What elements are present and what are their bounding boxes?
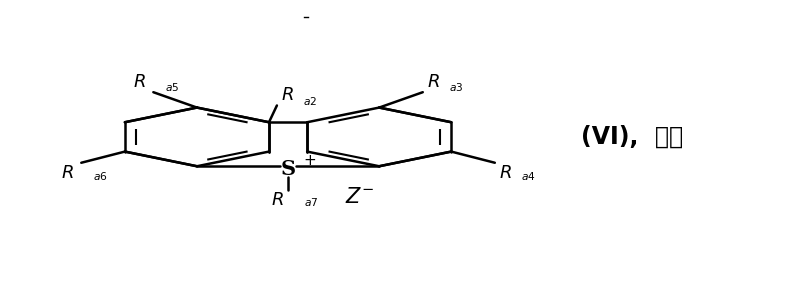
Text: $_{a3}$: $_{a3}$ [449,79,464,93]
Text: $Z^{-}$: $Z^{-}$ [345,187,374,207]
Text: $_{a6}$: $_{a6}$ [93,168,108,183]
Text: $R$: $R$ [132,73,145,91]
Text: $R$: $R$ [271,192,284,209]
Text: $R$: $R$ [427,73,440,91]
Text: $R$: $R$ [281,86,294,104]
Text: $R$: $R$ [61,164,73,182]
Text: S: S [280,159,295,179]
Text: $R$: $R$ [499,164,512,182]
Text: $_{a7}$: $_{a7}$ [304,194,318,209]
Text: (VI),  其中: (VI), 其中 [581,125,683,149]
Text: $_{a2}$: $_{a2}$ [303,93,318,108]
Text: $_{a5}$: $_{a5}$ [165,79,180,93]
Text: $_{a4}$: $_{a4}$ [521,168,535,183]
Text: +: + [303,153,316,168]
